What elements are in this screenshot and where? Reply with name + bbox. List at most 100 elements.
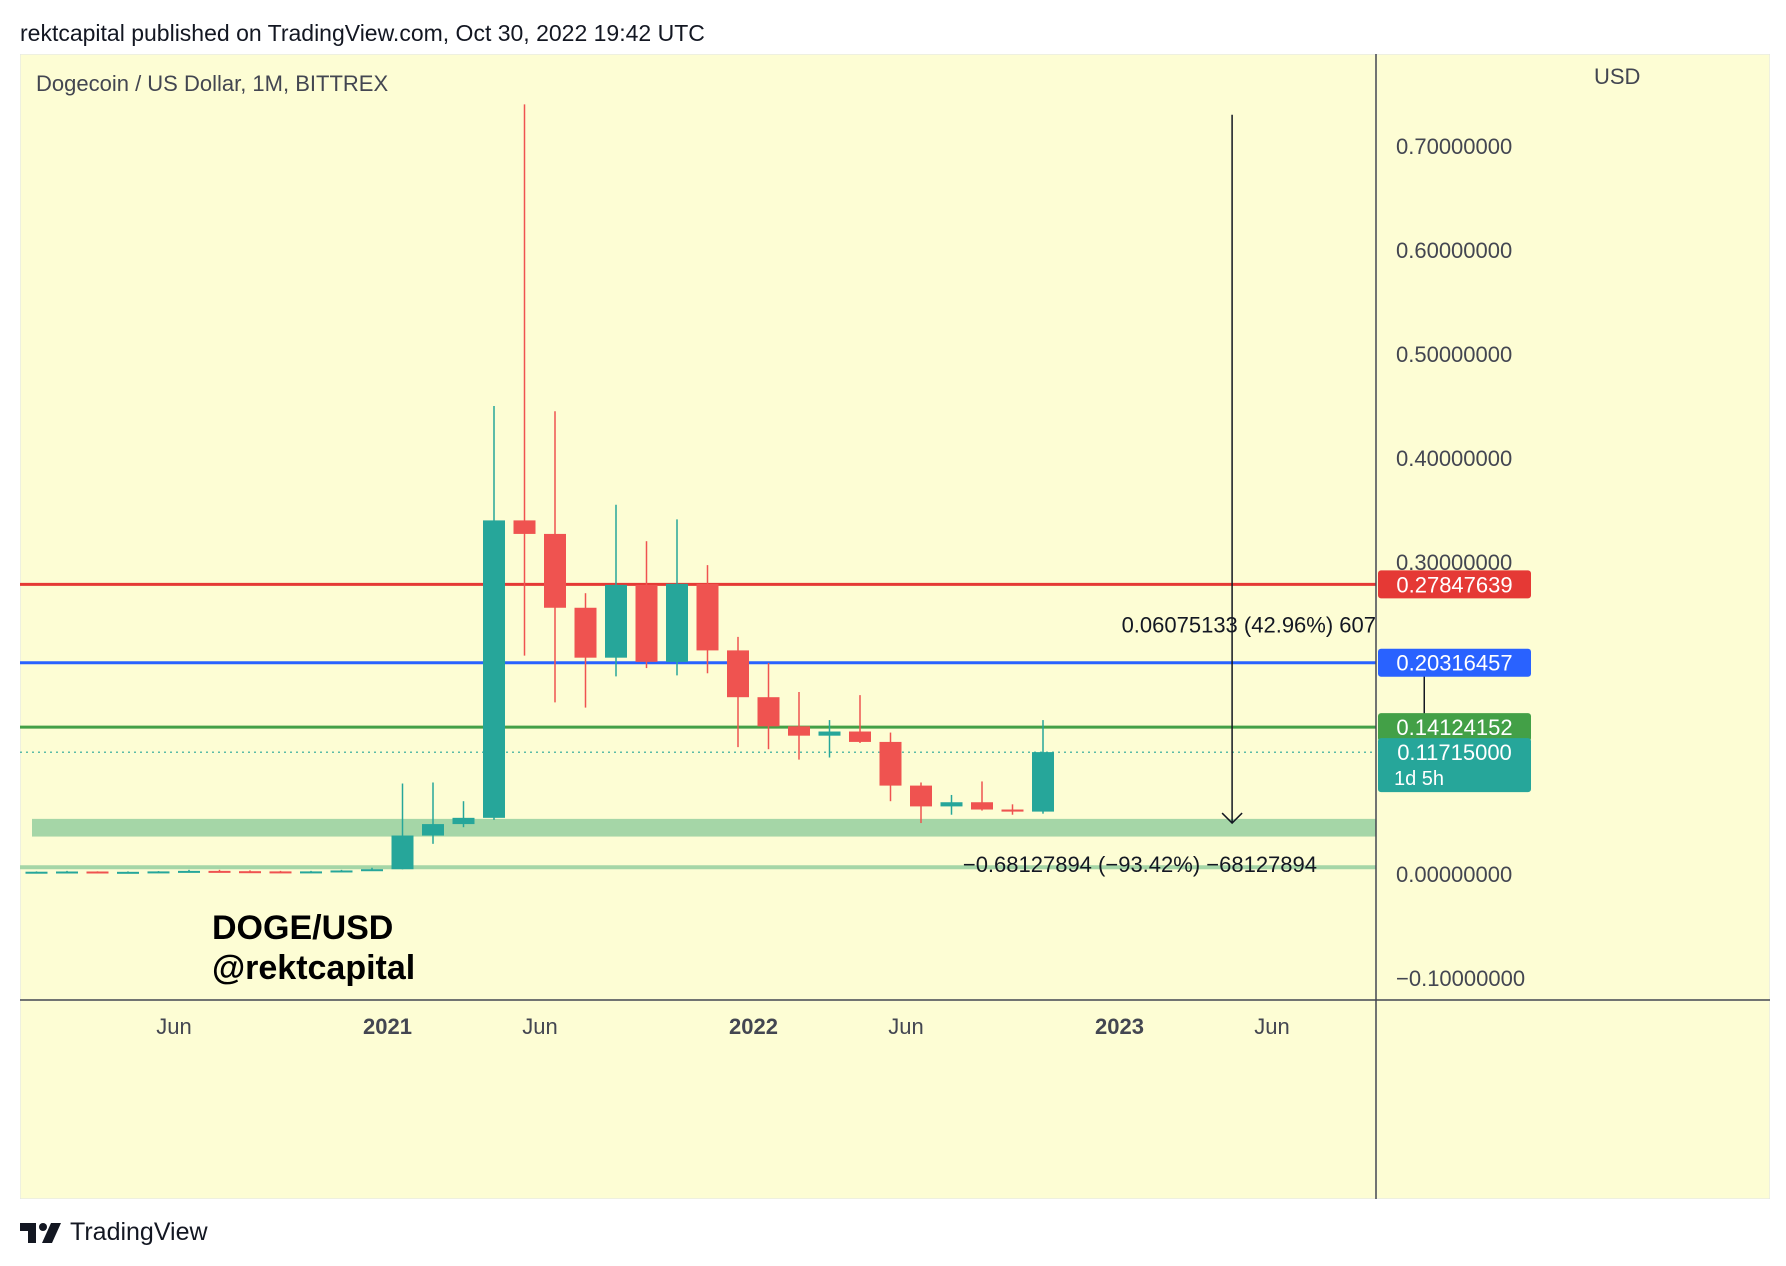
candle [605,504,627,677]
candle [910,782,932,824]
price-tick-label: 0.60000000 [1396,238,1512,263]
price-tick-label: 0.70000000 [1396,134,1512,159]
candle-body [422,824,444,836]
candle [391,783,414,870]
candle [269,870,292,874]
time-tick-label: Jun [888,1014,923,1039]
candle [452,801,475,828]
candle [513,104,536,656]
candle-body [391,835,414,870]
time-tick-label: 2021 [363,1014,412,1039]
upside-measure: 0.06075133 (42.96%) 607 [1122,613,1441,728]
resistance-blue-price-tag-text: 0.20316457 [1396,651,1512,676]
price-chart[interactable]: 0.06075133 (42.96%) 607 −0.68127894 (−93.… [19,53,1771,1200]
measure-arrowhead [1221,812,1243,825]
candle-body [788,726,810,736]
candle [971,781,993,811]
candle [727,636,749,748]
resistance-blue-price-tag: 0.20316457 [1378,648,1531,677]
support-green-price-tag-text: 0.14124152 [1396,715,1512,740]
candle [300,870,322,874]
candle [178,869,200,873]
candle-body [1001,809,1024,812]
candle [635,541,658,669]
measure-text: 0.06075133 (42.96%) 607 [1122,613,1376,638]
candle [86,871,109,874]
candle-body [25,871,48,874]
price-tick-label: 0.00000000 [1396,862,1512,887]
candle-body [605,584,627,658]
candle [208,869,231,873]
publish-info: rektcapital published on TradingView.com… [20,20,705,46]
price-tick-label: 0.50000000 [1396,342,1512,367]
candle [483,406,505,820]
current-price-tag-text: 0.11715000 [1397,740,1512,765]
candle-body [513,520,536,534]
watermark-pair: DOGE/USD [212,909,393,947]
candle [147,871,170,874]
candle-body [818,731,841,736]
current-price-tag-countdown: 1d 5h [1394,768,1444,790]
axes-layer: 0.70000000 0.60000000 0.50000000 0.40000000… [20,54,1770,1199]
candle [330,869,353,873]
price-tick-label: −0.10000000 [1396,966,1525,991]
price-tick-label: 0.40000000 [1396,446,1512,471]
candle [239,870,261,874]
level-lines-layer [20,582,1376,753]
time-tick-label: Jun [1254,1014,1289,1039]
candle-body [544,533,566,608]
zones-layer [20,818,1376,870]
candle [574,593,597,708]
candle-body [971,802,993,810]
drawdown-measure: −0.68127894 (−93.42%) −68127894 [963,114,1317,877]
candle-body [117,871,139,874]
chart-frame: 0.06075133 (42.96%) 607 −0.68127894 (−93.… [19,53,1771,1200]
candle [818,720,841,758]
chart-texts-layer: Dogecoin / US Dollar, 1M, BITTREX USD DO… [36,64,1640,987]
candle [422,782,444,844]
watermark-author: @rektcapital [212,949,415,987]
tradingview-brand: TradingView [70,1218,208,1246]
support-green-price-tag-bg [1378,713,1531,742]
measure-text: −0.68127894 (−93.42%) −68127894 [963,852,1317,877]
candle [879,732,902,802]
support-zone [32,818,1376,837]
candle-body [666,583,688,662]
candle-body [574,607,597,658]
candle-body [178,870,200,873]
candle-body [727,650,749,698]
candle [940,794,963,815]
candle-body [147,871,170,874]
time-tick-label: 2022 [729,1014,778,1039]
candle [544,411,566,703]
candle [788,692,810,760]
current-price-tag-bg [1378,738,1531,793]
candle-body [849,731,871,742]
candle-body [879,741,902,786]
tradingview-footer: TradingView [20,1218,208,1247]
candles-layer [25,104,1054,874]
candle-body [635,584,658,662]
candle [361,867,383,872]
chart-background [19,53,1771,1200]
candle [117,871,139,874]
resistance-red-price-tag: 0.27847639 [1378,570,1531,599]
candle-body [330,870,353,873]
candle-body [208,870,231,873]
candle-body [361,869,383,872]
resistance-red-price-tag-text: 0.27847639 [1396,572,1512,597]
candle-body [239,871,261,874]
measurements-layer: 0.06075133 (42.96%) 607 −0.68127894 (−93.… [963,114,1441,877]
candle-body [910,785,932,807]
candle-body [452,817,475,825]
candle [696,565,719,674]
candle-body [940,802,963,807]
support-green-price-tag: 0.14124152 [1378,713,1531,742]
candle [56,870,78,874]
time-tick-label: Jun [522,1014,557,1039]
candle-body [86,871,109,874]
candle [666,519,688,676]
resistance-red-price-tag-bg [1378,570,1531,599]
candle-body [269,871,292,874]
resistance-blue-price-tag-bg [1378,648,1531,677]
